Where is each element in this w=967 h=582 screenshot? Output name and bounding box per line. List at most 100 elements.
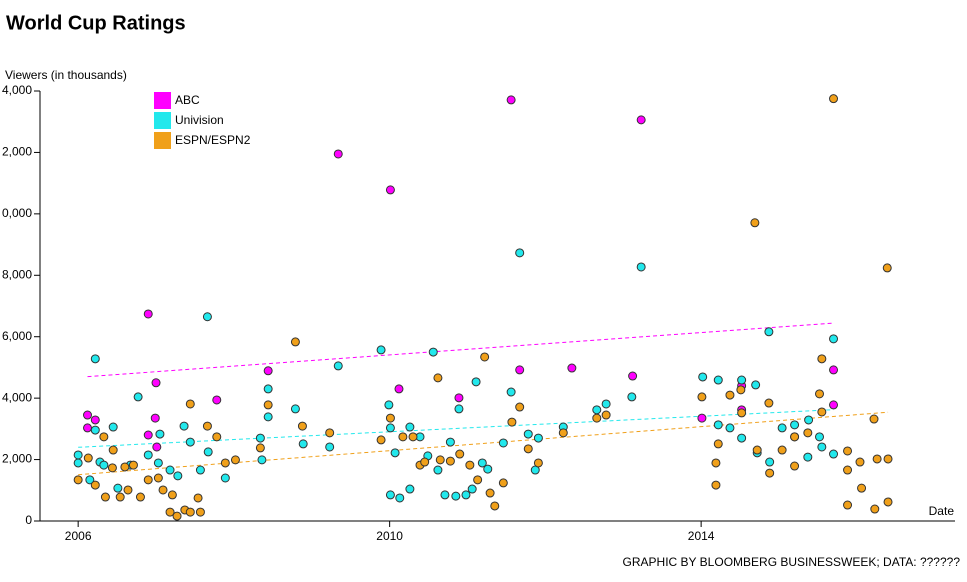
point (230, 455, 240, 465)
point (385, 490, 395, 500)
point (158, 485, 168, 495)
point (815, 389, 825, 399)
legend-swatch (154, 112, 171, 129)
point (815, 432, 825, 442)
point (135, 492, 145, 502)
point (558, 428, 568, 438)
point (203, 447, 213, 457)
point (143, 430, 153, 440)
point (697, 392, 707, 402)
x-tick-label: 2010 (376, 529, 403, 543)
point (737, 433, 747, 443)
point (697, 413, 707, 423)
point (764, 398, 774, 408)
point (711, 458, 721, 468)
point (711, 480, 721, 490)
point (185, 437, 195, 447)
point (384, 400, 394, 410)
point (461, 490, 471, 500)
point (817, 354, 827, 364)
point (90, 480, 100, 490)
point (483, 464, 493, 474)
point (477, 458, 487, 468)
point (872, 454, 882, 464)
point (601, 399, 611, 409)
point (99, 432, 109, 442)
point (592, 413, 602, 423)
point (255, 443, 265, 453)
point (333, 149, 343, 159)
point (515, 365, 525, 375)
point (765, 468, 775, 478)
point (567, 363, 577, 373)
point (153, 458, 163, 468)
point (255, 433, 265, 443)
point (817, 442, 827, 452)
point (725, 423, 735, 433)
point (408, 432, 418, 442)
point (143, 475, 153, 485)
point (165, 465, 175, 475)
point (151, 378, 161, 388)
point (133, 392, 143, 402)
point (713, 375, 723, 385)
point (83, 453, 93, 463)
point (498, 478, 508, 488)
point (454, 393, 464, 403)
point (752, 445, 762, 455)
y-tick-label: 2,000 (2, 145, 32, 159)
point (803, 452, 813, 462)
point (263, 412, 273, 422)
point (817, 407, 827, 417)
point (195, 465, 205, 475)
point (790, 432, 800, 442)
point (803, 428, 813, 438)
point (153, 473, 163, 483)
point (804, 415, 814, 425)
point (113, 483, 123, 493)
point (829, 334, 839, 344)
point (698, 372, 708, 382)
point (376, 345, 386, 355)
point (395, 493, 405, 503)
point (325, 442, 335, 452)
point (398, 432, 408, 442)
point (394, 384, 404, 394)
point (298, 439, 308, 449)
point (143, 450, 153, 460)
point (713, 439, 723, 449)
point (636, 115, 646, 125)
point (515, 248, 525, 258)
point (455, 449, 465, 459)
point (128, 460, 138, 470)
point (172, 511, 182, 521)
point (751, 380, 761, 390)
point (325, 428, 335, 438)
point (179, 421, 189, 431)
point (592, 405, 602, 415)
point (627, 392, 637, 402)
point (725, 390, 735, 400)
point (90, 354, 100, 364)
y-axis-label: Viewers (in thousands) (5, 68, 127, 82)
point (290, 404, 300, 414)
point (473, 475, 483, 485)
x-axis-label: Date (929, 504, 955, 518)
point (115, 492, 125, 502)
point (150, 413, 160, 423)
point (777, 423, 787, 433)
point (202, 421, 212, 431)
point (506, 95, 516, 105)
point (152, 442, 162, 452)
point (120, 462, 130, 472)
point (713, 420, 723, 430)
point (108, 422, 118, 432)
point (73, 458, 83, 468)
point (173, 471, 183, 481)
point (193, 493, 203, 503)
point (385, 423, 395, 433)
trend-line (87, 322, 834, 378)
y-tick-label: 4,000 (2, 83, 32, 97)
point (385, 413, 395, 423)
